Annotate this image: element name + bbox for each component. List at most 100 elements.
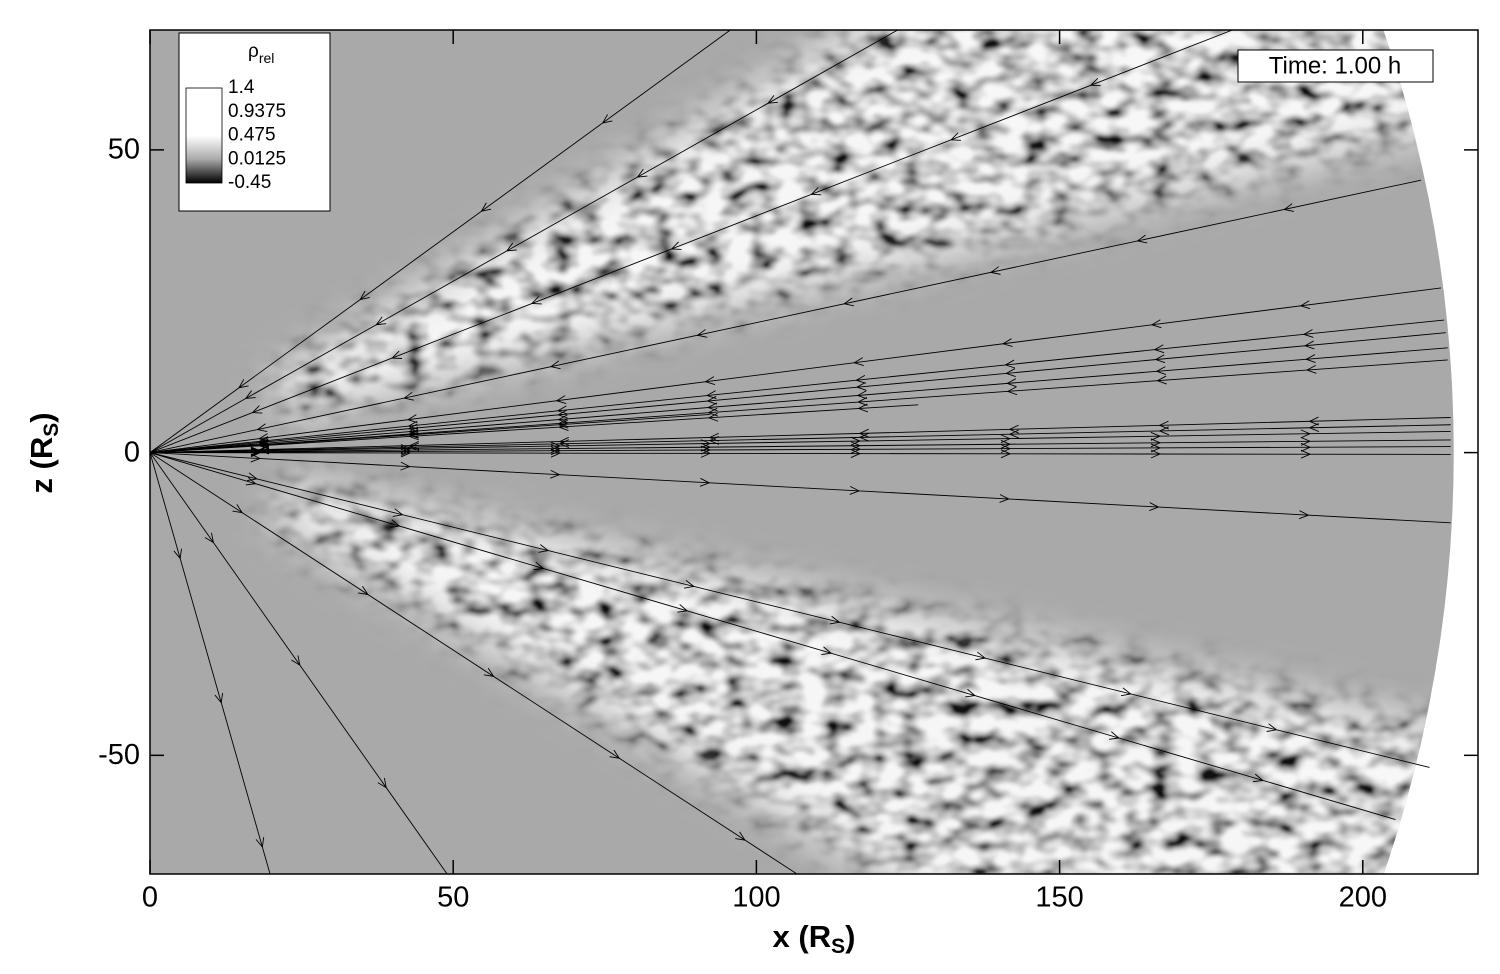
field-line-arrow bbox=[557, 418, 569, 428]
field-line-arrow bbox=[400, 461, 411, 471]
field-line-arrow bbox=[700, 448, 712, 458]
field-line-arrow bbox=[1136, 234, 1148, 244]
field-line-arrow bbox=[250, 447, 262, 457]
x-axis-label-text: x (R bbox=[773, 919, 832, 954]
y-axis-label-suffix: ) bbox=[24, 412, 59, 422]
y-axis-label-subscript: S bbox=[40, 423, 63, 437]
field-line bbox=[150, 446, 1451, 454]
field-line-arrow bbox=[810, 187, 822, 196]
field-line-arrow bbox=[1300, 436, 1312, 446]
field-line-arrow bbox=[204, 532, 215, 544]
field-line-arrow bbox=[1156, 375, 1167, 385]
field-line bbox=[150, 30, 1233, 454]
field-line-arrow bbox=[700, 445, 712, 455]
legend-title-subscript: rel bbox=[259, 50, 275, 66]
field-line-arrow bbox=[1299, 300, 1311, 310]
field-layer bbox=[150, 30, 1454, 874]
x-tick-label: 50 bbox=[437, 882, 469, 914]
field-line bbox=[150, 452, 1396, 820]
x-tick-label: 200 bbox=[1339, 882, 1387, 914]
field-line-arrow bbox=[1283, 203, 1294, 212]
field-line-arrow bbox=[767, 95, 778, 104]
field-line-arrow bbox=[950, 132, 961, 141]
field-line-arrow bbox=[256, 423, 268, 433]
field-line-arrow bbox=[735, 831, 746, 841]
annotation: Time: 1.00 h bbox=[1237, 49, 1434, 83]
field-line-arrow bbox=[244, 390, 256, 400]
field-line-arrow bbox=[704, 376, 716, 386]
field-line-arrow bbox=[858, 428, 870, 438]
field-line-arrow bbox=[850, 436, 862, 446]
field-line bbox=[150, 452, 1430, 768]
field-line-arrow bbox=[609, 749, 621, 759]
field-line-arrow bbox=[636, 168, 648, 178]
field-line-arrow bbox=[1153, 344, 1165, 354]
legend-title: ρrel bbox=[248, 41, 274, 66]
field-line-arrow bbox=[1089, 77, 1101, 87]
y-axis-label-text: z (R bbox=[24, 437, 59, 494]
field-line-arrow bbox=[250, 446, 262, 456]
colorbar bbox=[185, 87, 223, 184]
field-line-arrow bbox=[1001, 338, 1013, 348]
field-line-arrow bbox=[538, 544, 550, 553]
field-line-arrow bbox=[821, 646, 833, 655]
field-line-arrow bbox=[707, 412, 719, 422]
field-line-arrow bbox=[403, 391, 414, 401]
field-line bbox=[150, 452, 448, 874]
field-line bbox=[150, 287, 1442, 454]
field-line-arrow bbox=[406, 414, 418, 423]
field-line-arrow bbox=[258, 438, 270, 448]
field-line-arrow bbox=[1158, 426, 1170, 436]
field-line-arrow bbox=[1298, 510, 1310, 520]
field-line-arrow bbox=[999, 494, 1010, 503]
y-tick-label: 0 bbox=[124, 436, 140, 468]
field-line-arrow bbox=[232, 504, 244, 514]
x-tick-label: 100 bbox=[732, 882, 780, 914]
field-line-arrow bbox=[699, 477, 711, 487]
field-line bbox=[150, 179, 1422, 454]
field-line-arrow bbox=[238, 379, 249, 389]
field-line-arrow bbox=[1004, 359, 1016, 369]
field-line-arrow bbox=[677, 604, 689, 613]
domain bbox=[150, 30, 1454, 874]
field-line-arrow bbox=[251, 405, 263, 414]
field-line-arrow bbox=[1154, 354, 1166, 364]
field-line-arrow bbox=[391, 350, 403, 359]
y-axis-label: z (RS) bbox=[24, 412, 62, 493]
field-line-arrow bbox=[1000, 449, 1012, 459]
field-line-arrow bbox=[1252, 773, 1264, 783]
field-line bbox=[150, 347, 1448, 454]
field-line-arrow bbox=[214, 692, 224, 704]
annotation-text: Time: 1.00 h bbox=[1269, 52, 1402, 79]
field-line-arrow bbox=[965, 688, 977, 698]
field-line-arrow bbox=[1308, 416, 1319, 426]
field-line-arrow bbox=[558, 439, 570, 449]
field-line-arrow bbox=[858, 432, 870, 442]
field-line-arrow bbox=[1006, 386, 1018, 396]
field-line-arrow bbox=[849, 486, 861, 495]
field-line-arrow bbox=[483, 667, 495, 677]
field-line-arrow bbox=[850, 444, 862, 454]
colorbar-label: 0.475 bbox=[228, 125, 276, 146]
x-axis-label-subscript: S bbox=[831, 935, 845, 958]
x-axis-label: x (RS) bbox=[773, 919, 856, 957]
field-line-arrow bbox=[533, 561, 545, 571]
field-line-arrow bbox=[1300, 449, 1312, 459]
colorbar-label: 0.9375 bbox=[228, 101, 286, 122]
field-line bbox=[150, 430, 1451, 454]
field-line-arrow bbox=[408, 431, 419, 441]
field-line bbox=[150, 452, 798, 874]
field-line-arrow bbox=[1109, 731, 1120, 740]
field-line bbox=[150, 404, 919, 454]
field-line-arrow bbox=[505, 242, 517, 252]
field-line-arrow bbox=[857, 403, 869, 413]
field-line bbox=[150, 452, 1451, 455]
field-line bbox=[150, 332, 1446, 454]
field-line-arrow bbox=[855, 381, 867, 391]
field-line bbox=[150, 30, 898, 453]
field-line-arrow bbox=[1000, 439, 1012, 449]
field-line-arrow bbox=[1008, 424, 1019, 434]
field-line-arrow bbox=[1305, 354, 1316, 363]
